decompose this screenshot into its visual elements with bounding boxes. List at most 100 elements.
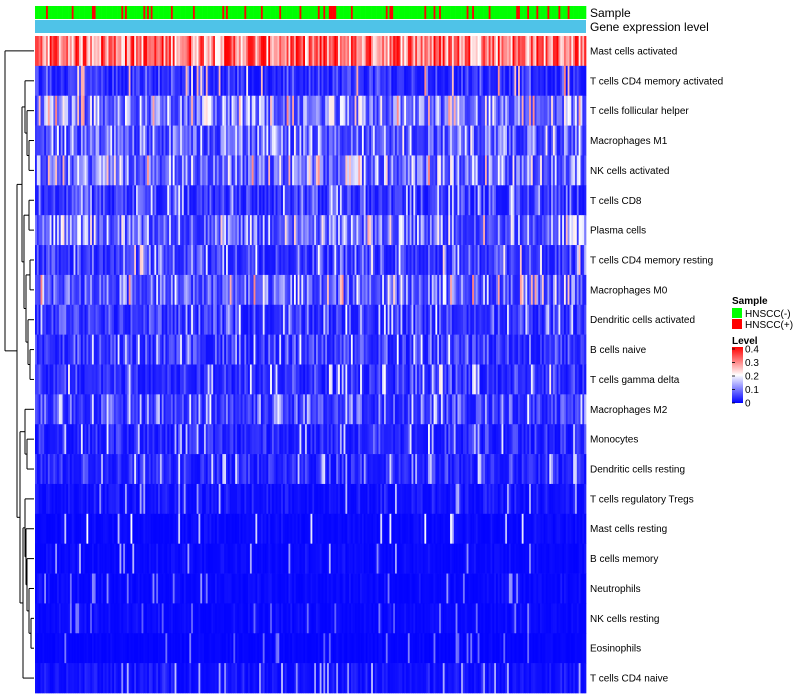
heatmap-cell (360, 394, 363, 425)
heatmap-cell (125, 394, 128, 425)
heatmap-cell (143, 334, 146, 365)
heatmap-cell (363, 334, 366, 365)
heatmap-cell (450, 185, 453, 216)
heatmap-cell (216, 185, 220, 216)
heatmap-cell (339, 364, 343, 395)
heatmap-cell (36, 304, 40, 335)
heatmap-cell (113, 454, 117, 485)
sample-annotation-cell (47, 6, 50, 19)
heatmap-cell (275, 36, 278, 67)
heatmap-cell (571, 394, 574, 425)
heatmap-cell (494, 334, 497, 365)
heatmap-cell (229, 334, 232, 365)
heatmap-cell (580, 36, 583, 67)
heatmap-cell (453, 334, 456, 365)
heatmap-cell (203, 364, 207, 395)
heatmap-cell (483, 155, 486, 186)
heatmap-cell (68, 364, 71, 395)
heatmap-cell (284, 36, 287, 67)
heatmap-cell (143, 394, 146, 425)
heatmap-cell (462, 304, 466, 335)
heatmap-cell (367, 394, 370, 425)
heatmap-cell (442, 95, 445, 126)
heatmap-cell (462, 334, 466, 365)
heatmap-cell (80, 394, 84, 425)
sample-annotation-cell (540, 6, 543, 19)
heatmap-cell (69, 424, 73, 455)
heatmap-cell (293, 334, 297, 365)
heatmap-cell (540, 185, 543, 216)
heatmap-cell (411, 454, 414, 485)
heatmap-cell (516, 125, 519, 156)
heatmap-cell (584, 125, 587, 156)
heatmap-cell (292, 334, 295, 365)
heatmap-cell (174, 364, 177, 395)
heatmap-cell (409, 125, 412, 156)
heatmap-cell (130, 394, 133, 425)
heatmap-cell (159, 304, 163, 335)
heatmap-cell (402, 274, 405, 306)
heatmap-cell (444, 424, 447, 455)
heatmap-cell (312, 274, 315, 306)
heatmap-cell (345, 274, 348, 306)
heatmap-cell (525, 155, 528, 186)
heatmap-cell (343, 304, 346, 335)
heatmap-cell (53, 364, 56, 395)
heatmap-cell (332, 215, 335, 246)
heatmap-cell (237, 424, 240, 455)
heatmap-cell (64, 454, 67, 485)
heatmap-cell (132, 95, 135, 126)
heatmap-cell (409, 274, 412, 306)
heatmap-cell (240, 454, 243, 485)
heatmap-cell (248, 185, 251, 216)
heatmap-cell (253, 364, 256, 395)
heatmap-cell (288, 334, 291, 365)
heatmap-cell (36, 454, 40, 485)
sample-annotation-cell (275, 6, 278, 19)
heatmap-cell (35, 454, 38, 485)
heatmap-cell (350, 95, 354, 126)
heatmap-cell (461, 185, 464, 216)
heatmap-cell (352, 155, 355, 186)
heatmap-cell (372, 245, 376, 276)
heatmap-cell (84, 483, 87, 515)
heatmap-cell (413, 155, 416, 186)
heatmap-cell (563, 454, 567, 485)
heatmap-cell (466, 364, 469, 395)
heatmap-cell (424, 65, 427, 97)
heatmap-cell (483, 215, 486, 246)
heatmap-cell (521, 125, 524, 156)
heatmap-cell (442, 454, 445, 485)
heatmap-cell (417, 454, 420, 485)
heatmap-cell (60, 483, 63, 515)
heatmap-cell (227, 155, 231, 186)
heatmap-cell (490, 274, 493, 306)
heatmap-cell (450, 394, 453, 425)
sample-annotation-cell (529, 6, 532, 19)
heatmap-cell (40, 125, 43, 156)
heatmap-cell (214, 334, 218, 365)
heatmap-cell (126, 95, 130, 126)
heatmap-cell (461, 245, 464, 276)
heatmap-cell (356, 304, 359, 335)
heatmap-cell (488, 155, 491, 186)
heatmap-cell (187, 245, 190, 276)
heatmap-cell (167, 274, 170, 306)
heatmap-cell (519, 334, 523, 365)
heatmap-cell (137, 65, 141, 97)
heatmap-cell (66, 394, 69, 425)
heatmap-cell (51, 483, 54, 515)
heatmap-cell (363, 95, 366, 126)
heatmap-cell (248, 155, 251, 186)
heatmap-cell (297, 185, 300, 216)
sample-annotation-cell (216, 6, 219, 19)
heatmap-cell (268, 215, 271, 246)
sample-annotation-cell (418, 6, 421, 19)
heatmap-cell (292, 125, 295, 156)
heatmap-cell (499, 424, 502, 455)
heatmap-cell (268, 65, 271, 97)
heatmap-cell (154, 215, 157, 246)
heatmap-cell (231, 95, 234, 126)
heatmap-cell (319, 65, 322, 97)
heatmap-cell (332, 125, 335, 156)
